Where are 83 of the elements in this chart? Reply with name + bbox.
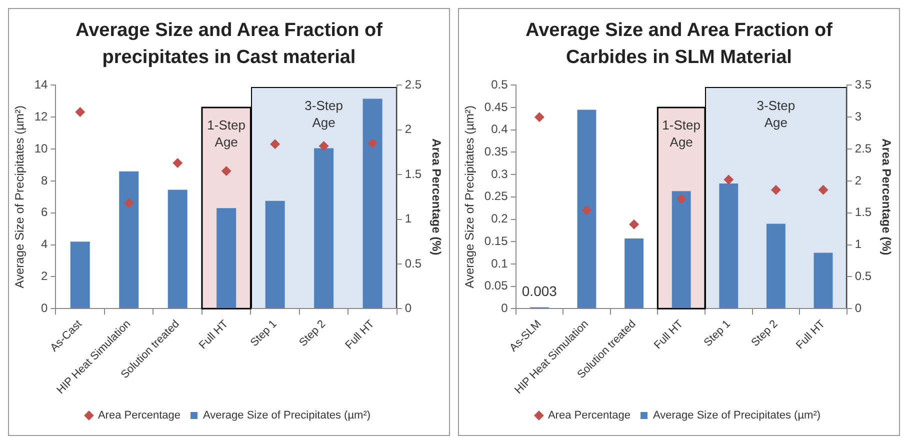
y-tick-label: 0.3 [491, 166, 508, 181]
y-tick-label: 6 [41, 205, 48, 220]
x-tick-label: Step 2 [297, 318, 328, 350]
y2-axis-title: Area Percentage (%) [879, 138, 894, 256]
bar [119, 171, 139, 308]
legend-label: Area Percentage [98, 410, 181, 422]
x-tick-label: Step 1 [248, 318, 280, 350]
chart-title: Average Size and Area Fraction of precipitates in Cast material [74, 19, 384, 70]
y-tick-label: 0.35 [484, 144, 508, 159]
point [629, 219, 640, 230]
y-tick-label: 4 [41, 237, 48, 252]
bar [577, 110, 596, 308]
y2-tick-label: 0 [854, 300, 862, 315]
data-label: 0.003 [522, 283, 558, 300]
y-tick-label: 0.45 [484, 100, 508, 114]
x-tick-label: Full HT [197, 318, 231, 352]
y2-tick-label: 2.5 [404, 78, 422, 92]
bar [265, 200, 285, 308]
y2-tick-label: 2 [404, 122, 412, 136]
y-tick-label: 0.5 [491, 78, 508, 92]
point [270, 139, 280, 150]
y-tick-label: 0.15 [484, 234, 508, 248]
bar [70, 242, 90, 308]
bar [362, 98, 382, 308]
x-tick-label: Step 1 [702, 318, 733, 350]
bar [719, 184, 738, 308]
point [221, 166, 232, 176]
y-axis-title: Average Size of Precipitates (µm²) [12, 106, 27, 288]
chart-title: Average Size and Area Fraction of Carbides in SLM Material [524, 19, 834, 70]
y2-tick-label: 3.5 [854, 78, 872, 92]
x-tick-label: Step 2 [749, 318, 780, 350]
point [75, 107, 86, 118]
point [124, 198, 134, 208]
annotation: 3-Step Age [304, 97, 344, 132]
band-label: 1-Step Age [662, 118, 700, 150]
y2-tick-label: 1.5 [404, 166, 422, 181]
x-tick-label: Full HT [343, 318, 378, 352]
y-tick-label: 0.4 [491, 122, 508, 136]
y2-axis-title: Area Percentage (%) [429, 138, 444, 256]
y-tick-label: 2 [41, 269, 48, 284]
y-tick-label: 0.05 [484, 278, 508, 293]
y2-tick-label: 2 [854, 173, 862, 188]
bar [314, 148, 334, 308]
y2-tick-label: 1 [404, 212, 412, 226]
y-tick-label: 0.1 [491, 256, 508, 270]
bar [216, 208, 236, 308]
bar [814, 252, 833, 308]
y-tick-label: 0.2 [491, 212, 508, 226]
y2-tick-label: 0.5 [404, 256, 422, 270]
y2-tick-label: 0.5 [854, 269, 872, 284]
y-axis-title: Average Size of Precipitates (µm²) [462, 106, 477, 288]
point [172, 158, 183, 168]
bar [766, 224, 786, 308]
y2-tick-label: 1.5 [854, 205, 872, 220]
point [318, 140, 329, 151]
x-tick-label: Full HT [794, 318, 828, 352]
point [534, 112, 544, 122]
band-label: 1-Step Age [207, 118, 246, 150]
legend-label: Average Size of Precipitates (µm²) [203, 410, 371, 422]
annotation: 3-Step Age [756, 97, 796, 132]
point [818, 184, 828, 195]
point [770, 184, 781, 195]
bar [168, 190, 188, 308]
point [724, 174, 734, 185]
point [368, 138, 378, 148]
y-tick-label: 0 [501, 300, 508, 315]
y2-tick-label: 1 [854, 237, 862, 252]
y-tick-label: 0 [41, 300, 48, 315]
y-tick-label: 8 [41, 173, 48, 188]
legend-label: Area Percentage [548, 410, 631, 422]
point [582, 205, 592, 216]
legend-label: Average Size of Precipitates (µm²) [653, 410, 821, 422]
bar [624, 238, 644, 308]
y2-tick-label: 2.5 [854, 141, 872, 156]
x-tick-label: Full HT [652, 318, 686, 352]
y-tick-label: 14 [34, 78, 48, 92]
y2-tick-label: 0 [404, 300, 412, 315]
y2-tick-label: 3 [854, 109, 862, 124]
y-tick-label: 10 [34, 141, 48, 156]
y-tick-label: 12 [34, 109, 48, 124]
y-tick-label: 0.25 [484, 189, 508, 204]
point [676, 194, 686, 204]
bar [672, 191, 691, 308]
